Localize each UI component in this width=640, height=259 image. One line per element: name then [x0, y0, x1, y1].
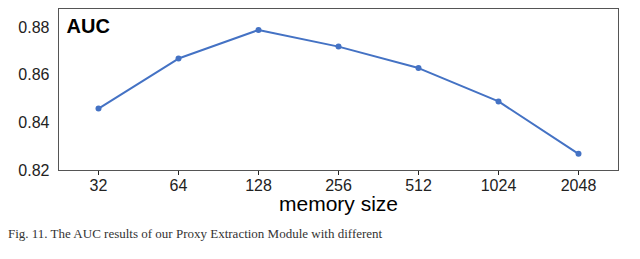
svg-text:128: 128 [245, 177, 272, 194]
svg-text:0.84: 0.84 [18, 114, 49, 131]
svg-text:AUC: AUC [67, 15, 110, 37]
svg-text:32: 32 [90, 177, 108, 194]
svg-text:2048: 2048 [561, 177, 597, 194]
svg-text:1024: 1024 [481, 177, 517, 194]
svg-text:64: 64 [170, 177, 188, 194]
svg-text:0.82: 0.82 [18, 162, 49, 179]
svg-text:0.86: 0.86 [18, 66, 49, 83]
svg-text:512: 512 [405, 177, 432, 194]
svg-text:0.88: 0.88 [18, 19, 49, 36]
svg-text:256: 256 [325, 176, 352, 194]
svg-text:memory size: memory size [279, 192, 398, 215]
html-text:Fig. 11. The AUC results of ou: Fig. 11. The AUC results of our Proxy Ex… [8, 226, 383, 241]
